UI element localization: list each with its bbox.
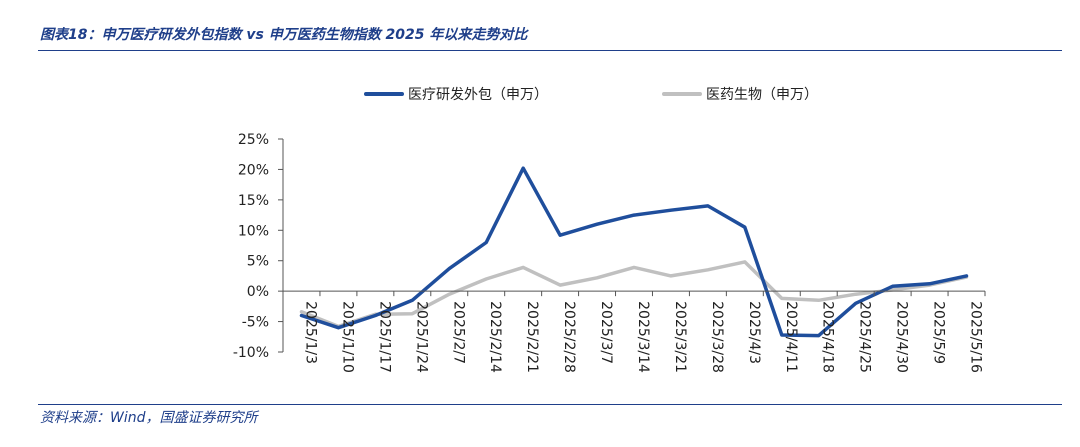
x-tick-label: 2025/1/3 bbox=[302, 301, 318, 364]
x-tick-label: 2025/4/3 bbox=[746, 301, 762, 364]
series-line-0 bbox=[299, 166, 969, 338]
legend-label-0: 医疗研发外包（申万） bbox=[408, 87, 548, 103]
series-line-1 bbox=[299, 260, 969, 329]
y-tick-label: -5% bbox=[242, 315, 269, 331]
y-axis: -10% -5% 0% 5% 10% 15% 20% 25% bbox=[233, 132, 284, 361]
x-tick-label: 2025/4/30 bbox=[894, 301, 910, 373]
x-tick-label: 2025/3/28 bbox=[709, 301, 725, 373]
x-tick-label: 2025/1/17 bbox=[376, 301, 392, 373]
x-tick-label: 2025/1/24 bbox=[413, 301, 429, 373]
x-tick-label: 2025/2/21 bbox=[524, 301, 540, 373]
y-tick-label: 25% bbox=[238, 132, 269, 148]
header-rule bbox=[38, 50, 1062, 51]
x-tick-label: 2025/3/7 bbox=[598, 301, 614, 364]
legend: 医疗研发外包（申万） 医药生物（申万） bbox=[364, 87, 818, 103]
source-note: 资料来源：Wind，国盛证券研究所 bbox=[40, 410, 258, 426]
y-tick-label: 15% bbox=[238, 193, 269, 209]
x-tick-label: 2025/3/21 bbox=[672, 301, 688, 373]
x-tick-label: 2025/4/11 bbox=[783, 301, 799, 373]
x-tick-label: 2025/1/10 bbox=[339, 301, 355, 373]
x-tick-label: 2025/5/16 bbox=[968, 301, 984, 373]
x-tick-label: 2025/4/18 bbox=[820, 301, 836, 373]
x-tick-label: 2025/2/28 bbox=[561, 301, 577, 373]
x-tick-label: 2025/2/14 bbox=[487, 301, 503, 373]
y-tick-label: 10% bbox=[238, 223, 269, 239]
y-tick-label: 0% bbox=[247, 284, 269, 300]
footer-rule bbox=[38, 404, 1062, 405]
y-tick-label: 5% bbox=[247, 254, 269, 270]
x-axis: 2025/1/3 2025/1/10 2025/1/17 2025/1/24 2025/… bbox=[282, 290, 986, 373]
x-tick-label: 2025/5/9 bbox=[931, 301, 947, 364]
y-tick-label: -10% bbox=[233, 345, 269, 361]
x-tick-label: 2025/4/25 bbox=[857, 301, 873, 373]
legend-label-1: 医药生物（申万） bbox=[706, 87, 818, 103]
y-tick-label: 20% bbox=[238, 162, 269, 178]
chart-title: 图表18：申万医疗研发外包指数 vs 申万医药生物指数 2025 年以来走势对比 bbox=[40, 27, 528, 43]
series-lines bbox=[299, 166, 969, 338]
x-tick-label: 2025/2/7 bbox=[450, 301, 466, 364]
x-tick-label: 2025/3/14 bbox=[635, 301, 651, 373]
